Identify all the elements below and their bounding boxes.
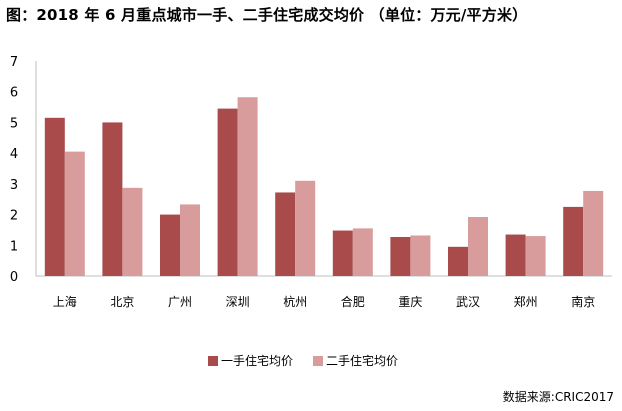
bar-series1 — [275, 192, 296, 276]
bar-series1 — [505, 234, 526, 276]
x-tick-label: 广州 — [168, 295, 192, 309]
x-tick-label: 杭州 — [283, 294, 307, 309]
legend-label-series1: 一手住宅均价 — [221, 354, 294, 368]
bar-series2 — [122, 187, 143, 276]
bar-series2 — [410, 235, 431, 276]
bar-series1 — [217, 108, 238, 276]
y-axis-labels: 0 1 2 3 4 5 6 7 — [10, 55, 18, 285]
y-tick-label: 0 — [10, 270, 18, 285]
legend-label-series2: 二手住宅均价 — [326, 354, 399, 368]
category-labels: 上海 北京 广州 深圳 杭州 合肥 重庆 武汉 郑州 南京 — [53, 294, 595, 309]
y-tick-label: 3 — [10, 178, 18, 193]
y-tick-label: 7 — [10, 55, 18, 70]
x-tick-label: 郑州 — [514, 294, 538, 309]
bar-series1 — [160, 214, 180, 276]
x-tick-label: 南京 — [571, 294, 595, 309]
x-tick-label: 上海 — [53, 294, 77, 309]
chart-title: 图：2018 年 6 月重点城市一手、二手住宅成交均价 （单位：万元/平方米） — [6, 6, 528, 24]
bar-series2 — [468, 217, 488, 276]
legend-swatch-series2 — [313, 355, 324, 366]
bar-series2 — [583, 190, 604, 276]
bar-series1 — [563, 206, 584, 276]
bar-series2 — [525, 236, 546, 276]
x-tick-label: 合肥 — [341, 294, 365, 309]
x-tick-label: 北京 — [110, 295, 134, 309]
legend-item-series1: 一手住宅均价 — [208, 352, 293, 369]
bars — [44, 97, 604, 276]
legend: 一手住宅均价 二手住宅均价 — [208, 352, 398, 369]
bar-series1 — [332, 230, 353, 276]
x-tick-label: 深圳 — [226, 295, 250, 309]
x-tick-label: 武汉 — [456, 295, 480, 309]
bar-series2 — [64, 151, 85, 276]
bar-series1 — [448, 246, 468, 276]
y-tick-label: 6 — [10, 86, 18, 101]
y-tick-label: 1 — [10, 239, 18, 254]
x-tick-label: 重庆 — [398, 295, 422, 309]
bar-series1 — [102, 122, 123, 276]
bar-series1 — [390, 236, 411, 276]
source-note: 数据来源:CRIC2017 — [502, 390, 614, 404]
bar-series2 — [295, 180, 316, 276]
bar-series2 — [180, 204, 200, 276]
legend-swatch-series1 — [208, 355, 218, 366]
y-tick-label: 5 — [10, 116, 18, 131]
y-tick-label: 4 — [10, 147, 18, 162]
bar-series2 — [237, 97, 258, 276]
bar-series1 — [44, 117, 65, 276]
bar-series2 — [352, 228, 373, 276]
legend-item-series2: 二手住宅均价 — [313, 352, 398, 369]
y-tick-label: 2 — [10, 209, 18, 224]
